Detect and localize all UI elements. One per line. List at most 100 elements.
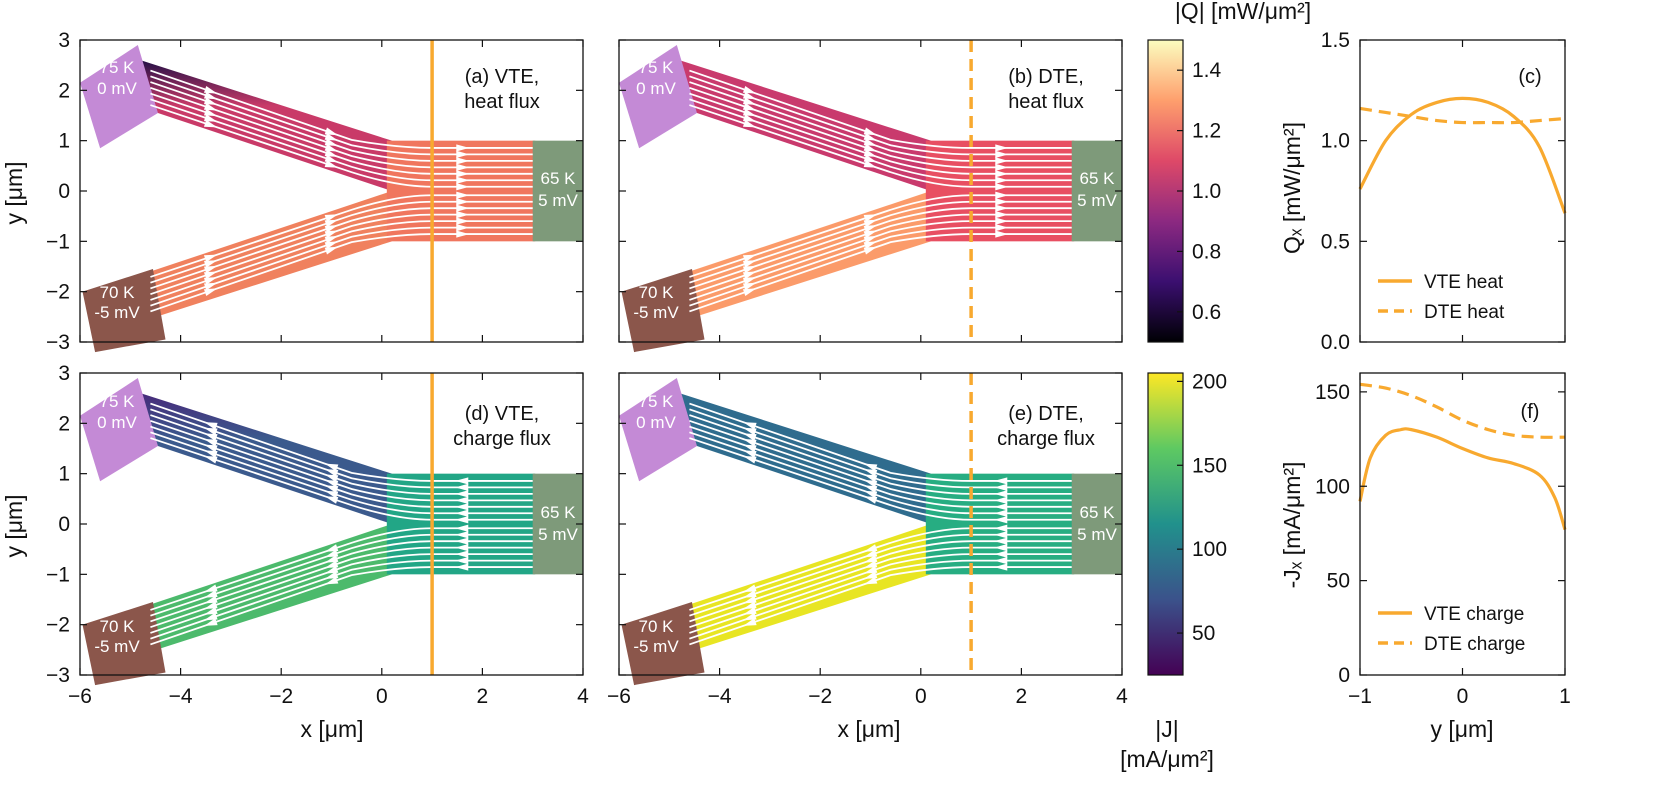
streamline-arrow [455,563,469,571]
streamline [150,553,533,634]
streamline-arrow [742,265,757,274]
streamline-arrow [994,563,1008,571]
streamline-arrow [995,144,1009,152]
streamline-arrow [456,163,470,171]
streamline-arrow [863,138,878,147]
panel-f-y-label: -Jₓ [mA/μm²] [1279,462,1305,589]
streamline [150,213,533,296]
lead-top-left-temp: 75 K [639,58,675,77]
streamline [689,213,1072,296]
streamline-arrow [324,143,339,152]
streamline-arrow [742,114,757,122]
streamline-arrow [324,496,339,504]
streamline-arrow [203,91,218,100]
streamline [150,69,533,149]
lead-bottom-left [621,602,705,686]
lead-top-left-temp: 75 K [100,392,136,411]
lead-bottom-left-temp: 70 K [100,283,136,302]
channel [386,473,536,575]
streamline-arrow [994,477,1008,485]
streamline-arrow [324,149,339,157]
lead-top-left-temp: 75 K [639,392,675,411]
streamline-arrow [994,524,1008,532]
streamline-arrow [456,183,470,191]
y-tick-label: −2 [46,614,70,637]
streamline-arrow [995,198,1009,206]
streamline-arrow [324,474,339,483]
streamline-arrow [742,102,757,111]
x-tick-label: 2 [477,685,489,708]
lead-right-voltage: 5 mV [538,191,578,210]
streamline-arrow [743,595,757,604]
channel [925,473,1075,575]
lead-bottom-left [621,269,705,353]
streamline [689,98,1072,182]
streamline-arrow [994,509,1008,517]
streamline [150,540,533,623]
streamline [689,566,1072,646]
lead-right-temp: 65 K [541,503,577,522]
streamline-arrow [742,288,757,297]
streamline [689,431,1072,515]
y-tick-label: −2 [46,281,70,304]
streamline-arrow [455,516,469,524]
y-tick-label: 150 [1315,381,1350,404]
streamline [689,86,1072,169]
streamline-arrow [456,191,470,199]
streamline-arrow [995,170,1009,178]
panel-c-y-label: Qₓ [mW/μm²] [1279,122,1305,254]
streamline-arrow [863,485,878,493]
streamline-arrow [863,235,878,244]
streamline-arrow [456,223,470,232]
streamline-arrow [742,260,757,268]
streamline-arrow [324,138,339,147]
streamline-arrow [204,455,218,464]
streamline-arrow [324,555,339,563]
streamline-arrow [204,450,218,458]
streamline-arrow [995,223,1009,232]
legend-f-vte-label: VTE charge [1424,604,1524,625]
lead-right-temp: 65 K [1080,503,1116,522]
lead-top-left-voltage: 0 mV [636,79,676,98]
annotation-d: (d) VTE, charge flux [453,403,551,450]
streamline-arrow [863,230,878,239]
x-tick-label: 0 [376,685,388,708]
streamline-arrow [456,170,470,178]
colorbar-heat-tick-label: 0.8 [1192,240,1221,263]
streamline [150,566,533,646]
annotation-e-line2: charge flux [997,428,1095,450]
map-x-label-left: x [μm] [300,716,363,742]
streamline-arrow [456,198,470,206]
y-tick-label: 0.0 [1321,331,1350,354]
colorbar-charge-tick-label: 100 [1192,538,1227,561]
streamline-arrow [324,241,339,250]
streamline-arrow [203,97,218,105]
lead-bottom-left-voltage: -5 mV [633,303,679,322]
streamline [689,527,1072,611]
y-tick-label: 2 [58,79,70,102]
streamline-arrow [863,241,878,250]
streamline-arrow [995,217,1009,225]
streamline-arrow [456,144,470,152]
streamline-arrow [203,85,218,94]
y-tick-label: 1 [58,463,70,486]
y-tick-label: 3 [58,29,70,52]
streamline-arrow [455,496,469,504]
streamline-arrow [994,503,1008,511]
y-tick-label: −3 [46,664,70,687]
streamline-arrow [743,455,757,464]
streamline [150,425,533,508]
streamline [689,540,1072,623]
y-tick-label: 1.0 [1321,130,1350,153]
colorbar-charge: |J| [mA/μm²] 50 100 150 200 [1120,370,1227,772]
y-tick-label: 50 [1327,570,1350,593]
streamline [689,104,1072,188]
lead-top-left-voltage: 0 mV [636,413,676,432]
streamline [150,527,533,611]
x-tick-label: 4 [1116,685,1128,708]
streamline-arrow [742,277,757,285]
y-tick-label: 3 [58,362,70,385]
lead-top-left-voltage: 0 mV [97,413,137,432]
streamline-arrow [204,422,218,430]
